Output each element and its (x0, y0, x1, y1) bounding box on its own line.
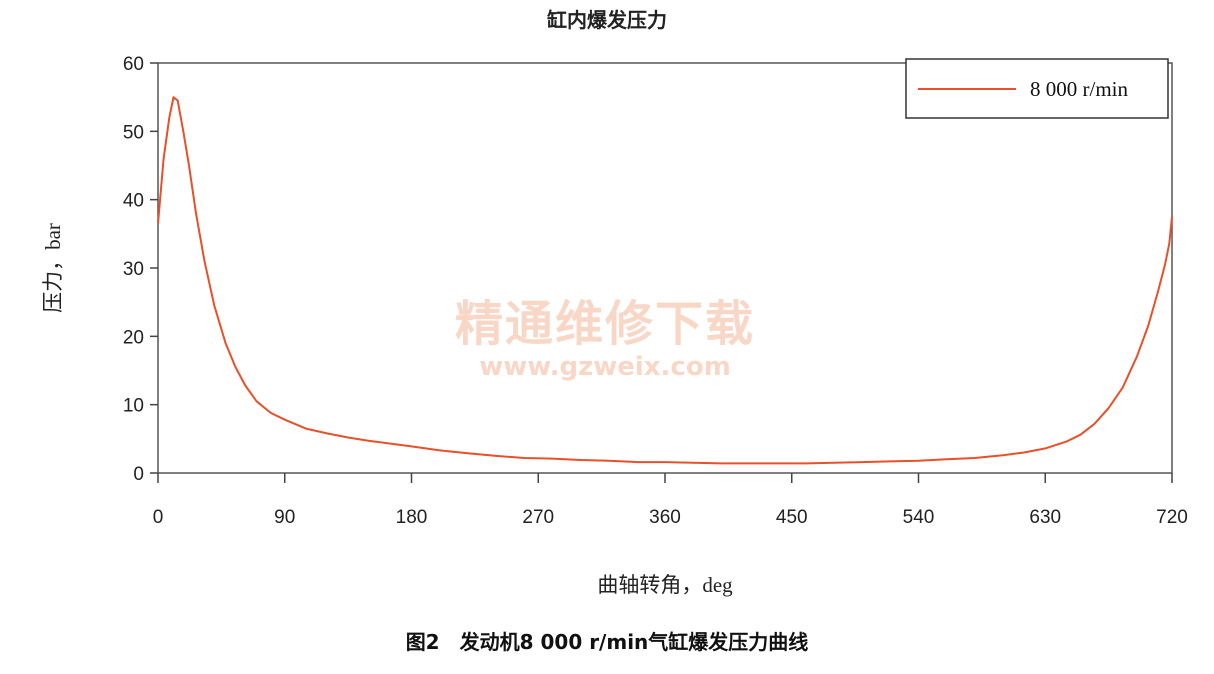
x-axis-title: 曲轴转角，deg (597, 573, 733, 597)
legend-label: 8 000 r/min (1030, 77, 1128, 101)
x-tick-label: 180 (396, 507, 428, 528)
x-axis: 0 90 180 270 360 450 540 630 720 (153, 473, 1188, 528)
x-tick-label: 360 (649, 507, 681, 528)
x-tick-label: 450 (776, 507, 808, 528)
plot-frame (157, 62, 1173, 474)
x-tick-label: 90 (274, 507, 295, 528)
legend: 8 000 r/min (905, 58, 1169, 119)
x-tick-label: 270 (522, 507, 554, 528)
y-tick-label: 30 (123, 259, 144, 280)
figure-caption: 图2 发动机8 000 r/min气缸爆发压力曲线 (405, 630, 809, 654)
chart-title: 缸内爆发压力 (547, 8, 667, 32)
x-tick-label: 0 (153, 507, 164, 528)
y-tick-label: 0 (133, 464, 144, 485)
x-tick-label: 720 (1156, 507, 1188, 528)
y-tick-label: 60 (123, 54, 144, 75)
y-tick-label: 40 (123, 191, 144, 212)
x-tick-label: 540 (903, 507, 935, 528)
y-axis: 0 10 20 30 40 50 60 (123, 54, 158, 485)
y-tick-label: 20 (123, 327, 144, 348)
x-tick-label: 630 (1029, 507, 1061, 528)
watermark-url: www.gzweix.com (479, 352, 731, 382)
watermark-chinese: 精通维修下载 (455, 296, 755, 352)
y-tick-label: 50 (123, 122, 144, 143)
y-axis-title: 压力，bar (41, 223, 65, 313)
y-tick-label: 10 (123, 396, 144, 417)
series-line-8000rpm (157, 96, 1173, 465)
